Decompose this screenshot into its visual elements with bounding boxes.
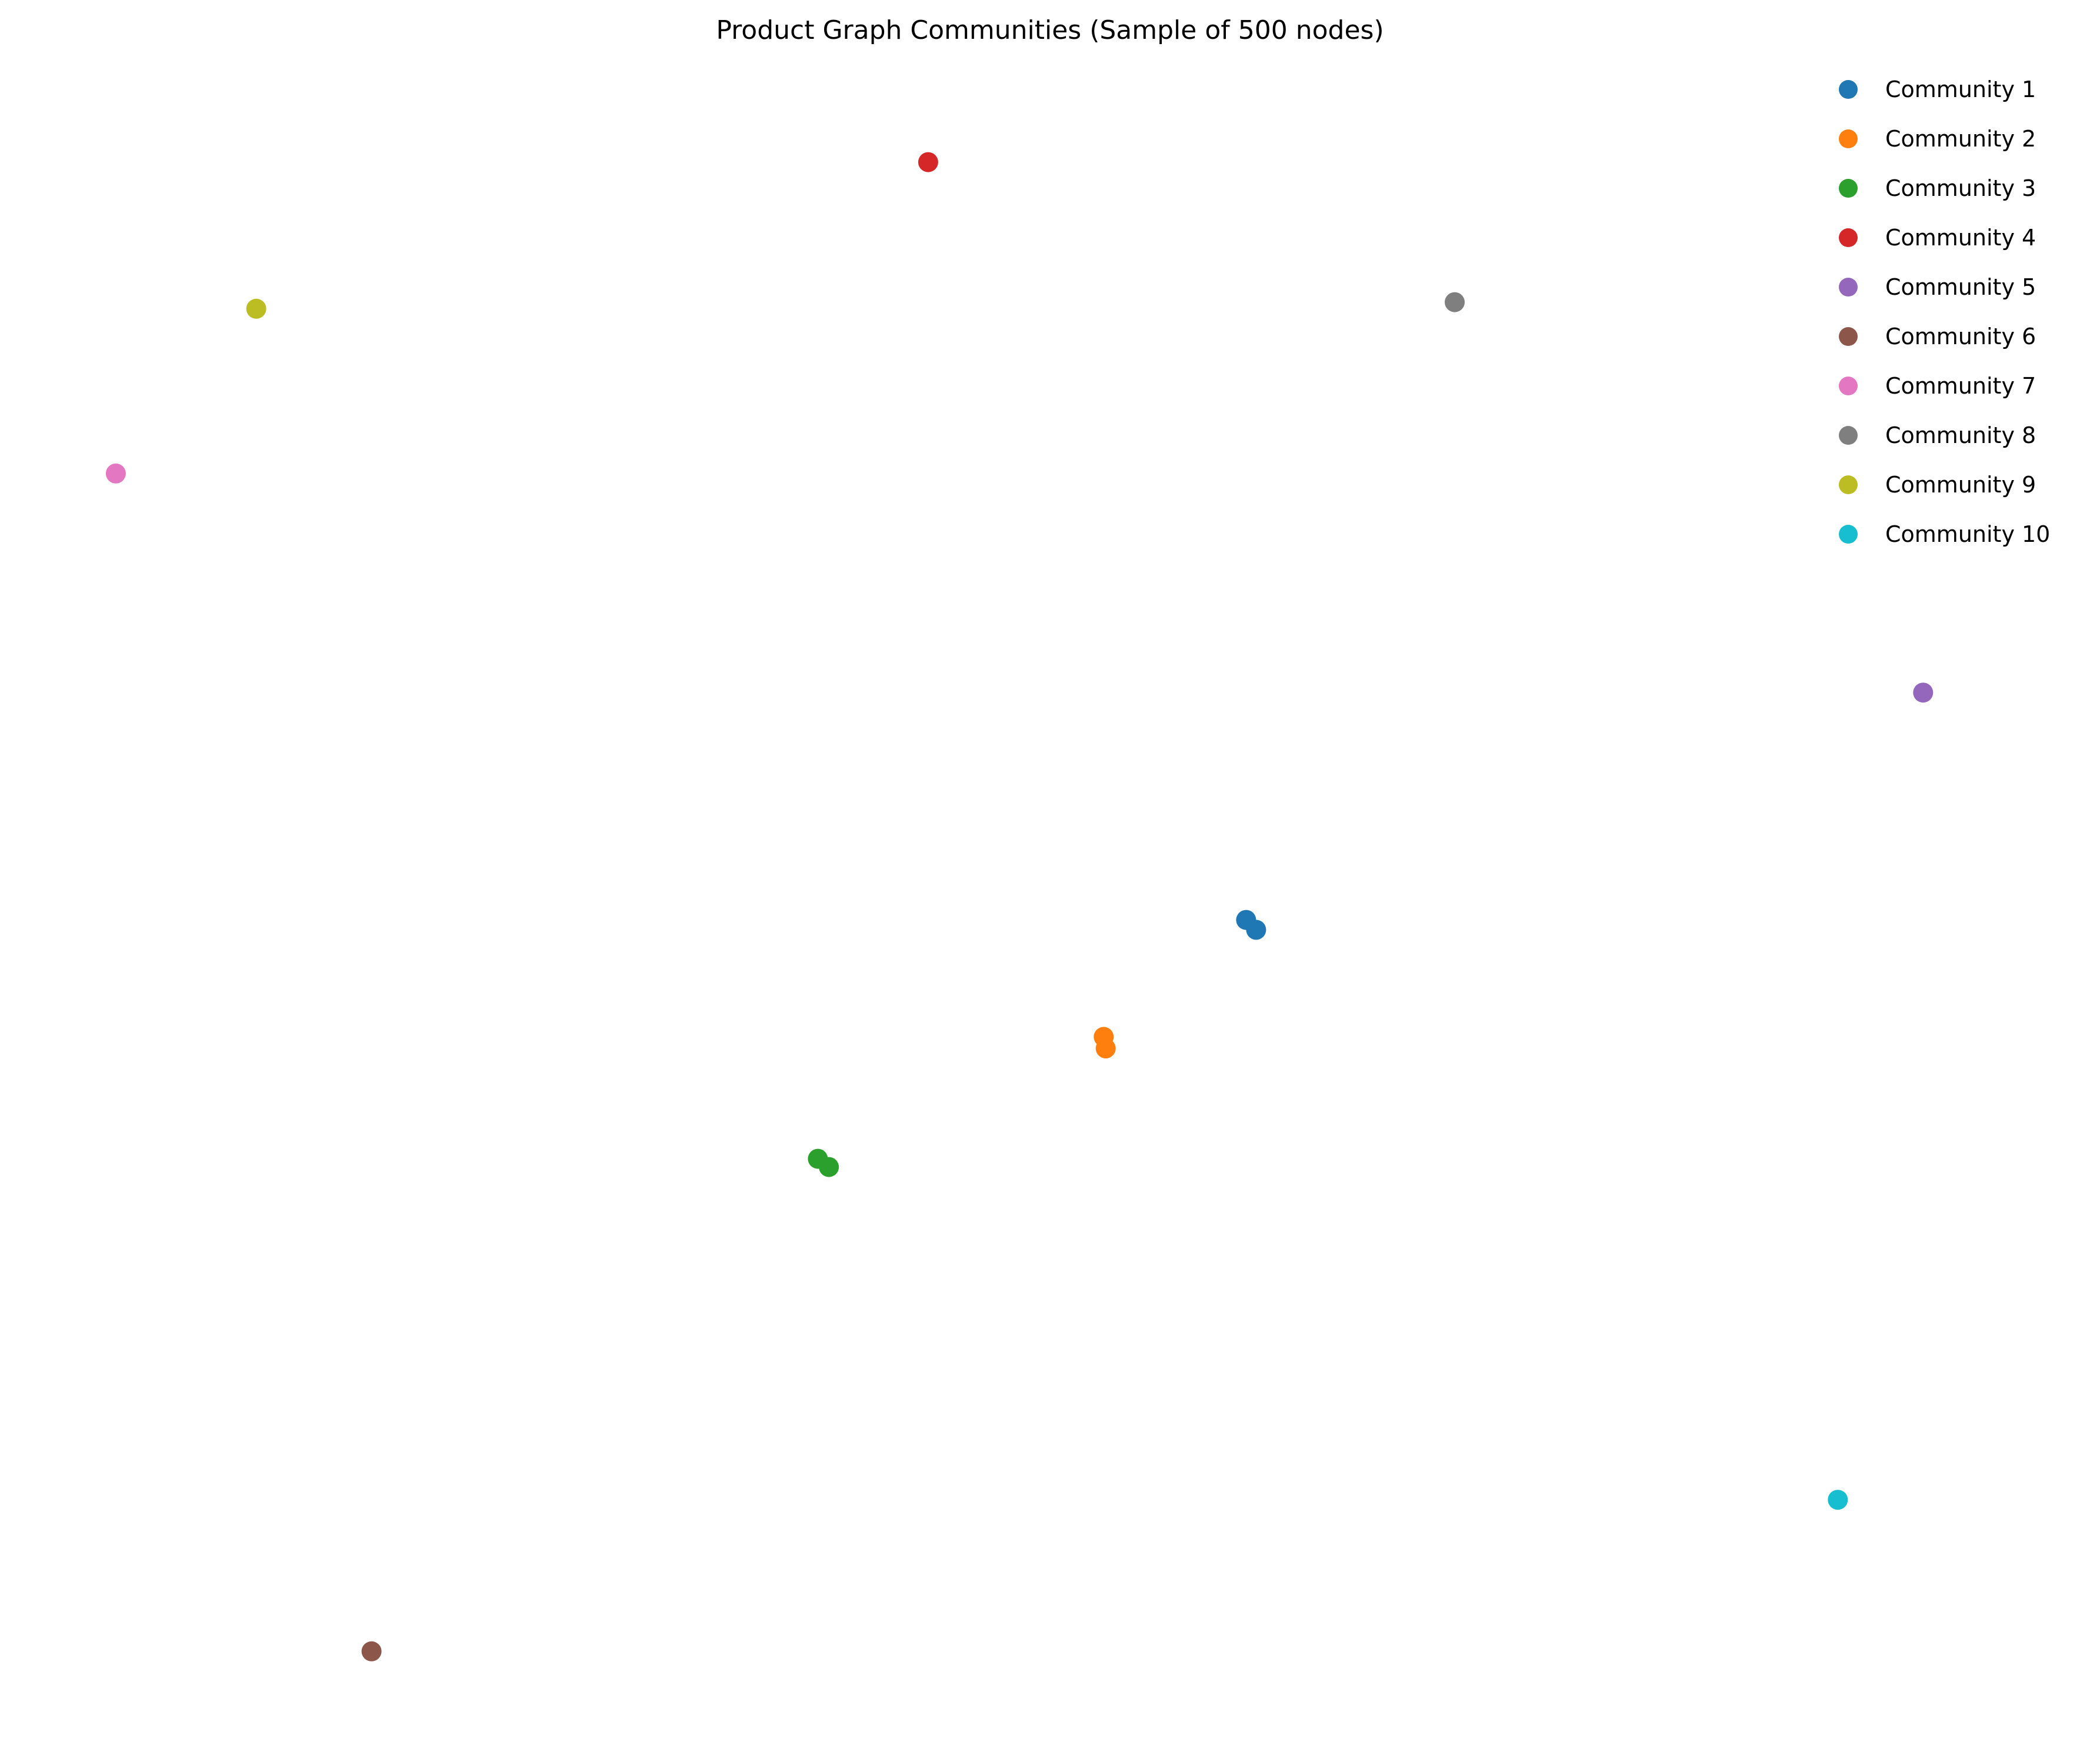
community-1-point-2 — [1246, 920, 1266, 940]
community-10-point-1 — [1828, 1490, 1848, 1510]
legend-marker-community-2 — [1839, 129, 1858, 148]
legend-label-community-3: Community 3 — [1885, 175, 2036, 201]
legend-marker-community-4 — [1839, 228, 1858, 247]
legend-marker-community-8 — [1839, 426, 1858, 445]
community-7-point-1 — [105, 463, 126, 484]
legend-label-community-5: Community 5 — [1885, 274, 2036, 300]
legend-marker-community-3 — [1839, 179, 1858, 198]
community-4-point-1 — [918, 152, 938, 172]
plot-points — [105, 152, 1934, 1661]
legend-label-community-9: Community 9 — [1885, 472, 2036, 498]
legend-marker-community-1 — [1839, 80, 1858, 99]
legend-marker-community-6 — [1839, 327, 1858, 346]
legend-marker-community-10 — [1839, 525, 1858, 544]
legend-label-community-1: Community 1 — [1885, 76, 2036, 102]
community-2-point-2 — [1095, 1038, 1116, 1058]
legend-label-community-6: Community 6 — [1885, 324, 2036, 349]
chart-title: Product Graph Communities (Sample of 500… — [716, 15, 1384, 45]
legend-label-community-7: Community 7 — [1885, 373, 2036, 399]
legend-label-community-4: Community 4 — [1885, 225, 2036, 251]
legend-marker-community-5 — [1839, 278, 1858, 297]
legend: Community 1 Community 2 Community 3 Communi… — [1839, 76, 2050, 547]
community-6-point-1 — [361, 1641, 382, 1661]
legend-label-community-2: Community 2 — [1885, 126, 2036, 152]
community-8-point-1 — [1445, 292, 1465, 312]
legend-marker-community-9 — [1839, 475, 1858, 494]
legend-label-community-8: Community 8 — [1885, 422, 2036, 448]
community-3-point-2 — [819, 1157, 839, 1177]
legend-label-community-10: Community 10 — [1885, 521, 2050, 547]
community-9-point-1 — [246, 298, 266, 319]
legend-marker-community-7 — [1839, 377, 1858, 395]
community-5-point-1 — [1913, 682, 1934, 703]
